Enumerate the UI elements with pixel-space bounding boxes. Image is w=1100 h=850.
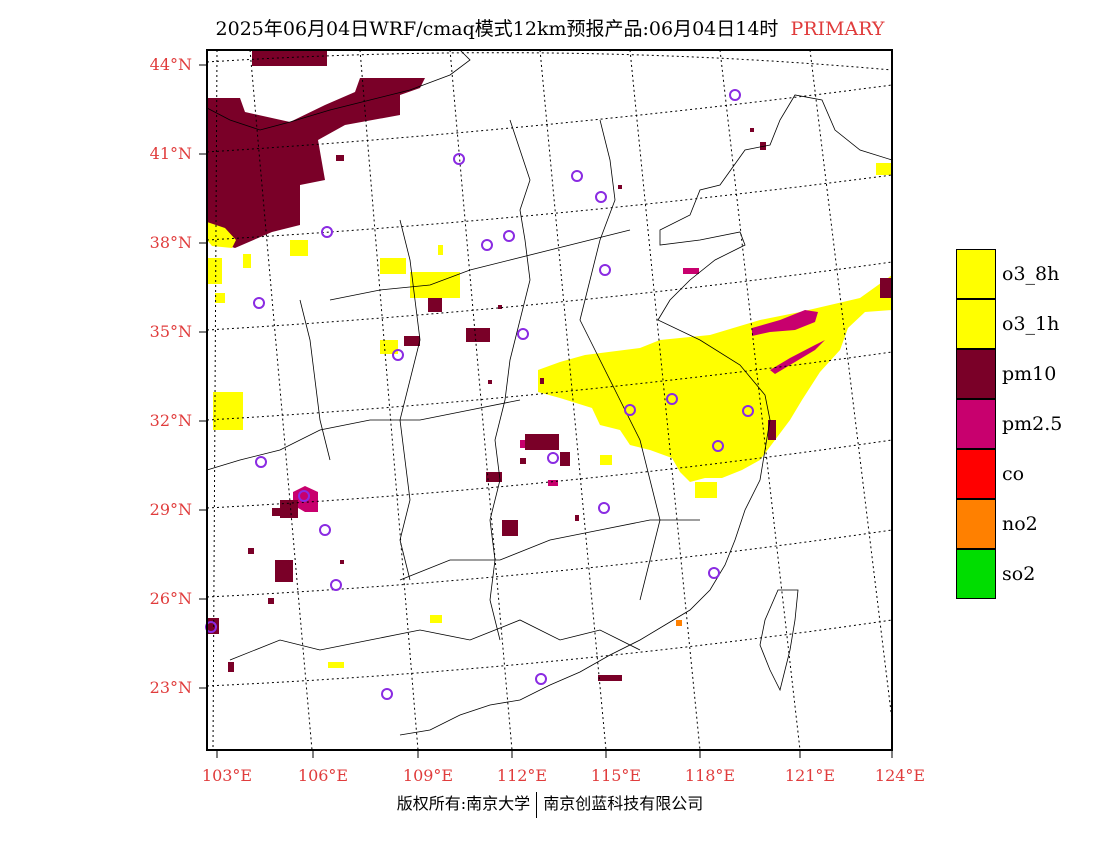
lat-tick-label: 38°N <box>149 233 192 252</box>
legend-swatch <box>956 549 996 599</box>
o3-field-east <box>328 275 892 668</box>
pm10-field-scattered <box>207 128 892 681</box>
station-markers <box>205 89 754 700</box>
legend-label: o3_1h <box>1002 313 1060 335</box>
title-main: 2025年06月04日WRF/cmaq模式12km预报产品:06月04日14时 <box>215 18 779 40</box>
lat-tick-label: 29°N <box>149 500 192 519</box>
legend-label: o3_8h <box>1002 263 1060 285</box>
legend-swatch <box>956 299 996 349</box>
legend-swatch <box>956 399 996 449</box>
lon-tick-label: 124°E <box>874 766 926 785</box>
legend-swatch <box>956 349 996 399</box>
legend-label: pm10 <box>1002 363 1057 385</box>
lon-tick-label: 103°E <box>201 766 253 785</box>
chart-title: 2025年06月04日WRF/cmaq模式12km预报产品:06月04日14时 P… <box>0 14 1100 41</box>
legend-swatch <box>956 249 996 299</box>
legend-label: so2 <box>1002 563 1036 585</box>
legend-label: pm2.5 <box>1002 413 1063 435</box>
legend-label: co <box>1002 463 1025 485</box>
boundary-lines <box>206 49 893 736</box>
lon-tick-label: 109°E <box>402 766 454 785</box>
lon-tick-label: 112°E <box>496 766 548 785</box>
no2-point <box>676 620 682 626</box>
legend-label: no2 <box>1002 513 1038 535</box>
graticule <box>206 49 893 751</box>
title-primary-tag: PRIMARY <box>790 18 885 40</box>
lat-tick-label: 44°N <box>149 55 192 74</box>
lon-tick-label: 121°E <box>784 766 836 785</box>
lat-tick-label: 32°N <box>149 411 192 430</box>
lat-tick-label: 35°N <box>149 322 192 341</box>
tick-marks <box>199 64 893 758</box>
pm10-field-north <box>207 50 622 248</box>
legend-swatch <box>956 499 996 549</box>
map-frame <box>206 49 893 751</box>
copyright-footer: 版权所有:南京大学 南京创蓝科技有限公司 <box>0 790 1100 818</box>
o3-field-west <box>207 163 892 430</box>
footer-separator <box>536 791 538 818</box>
legend-swatch <box>956 449 996 499</box>
lat-tick-label: 23°N <box>149 678 192 697</box>
lon-tick-label: 106°E <box>297 766 349 785</box>
lon-tick-label: 118°E <box>684 766 736 785</box>
copyright-left: 版权所有:南京大学 <box>396 794 531 813</box>
copyright-right: 南京创蓝科技有限公司 <box>543 794 704 813</box>
lat-tick-label: 26°N <box>149 589 192 608</box>
lon-tick-label: 115°E <box>590 766 642 785</box>
lat-tick-label: 41°N <box>149 144 192 163</box>
